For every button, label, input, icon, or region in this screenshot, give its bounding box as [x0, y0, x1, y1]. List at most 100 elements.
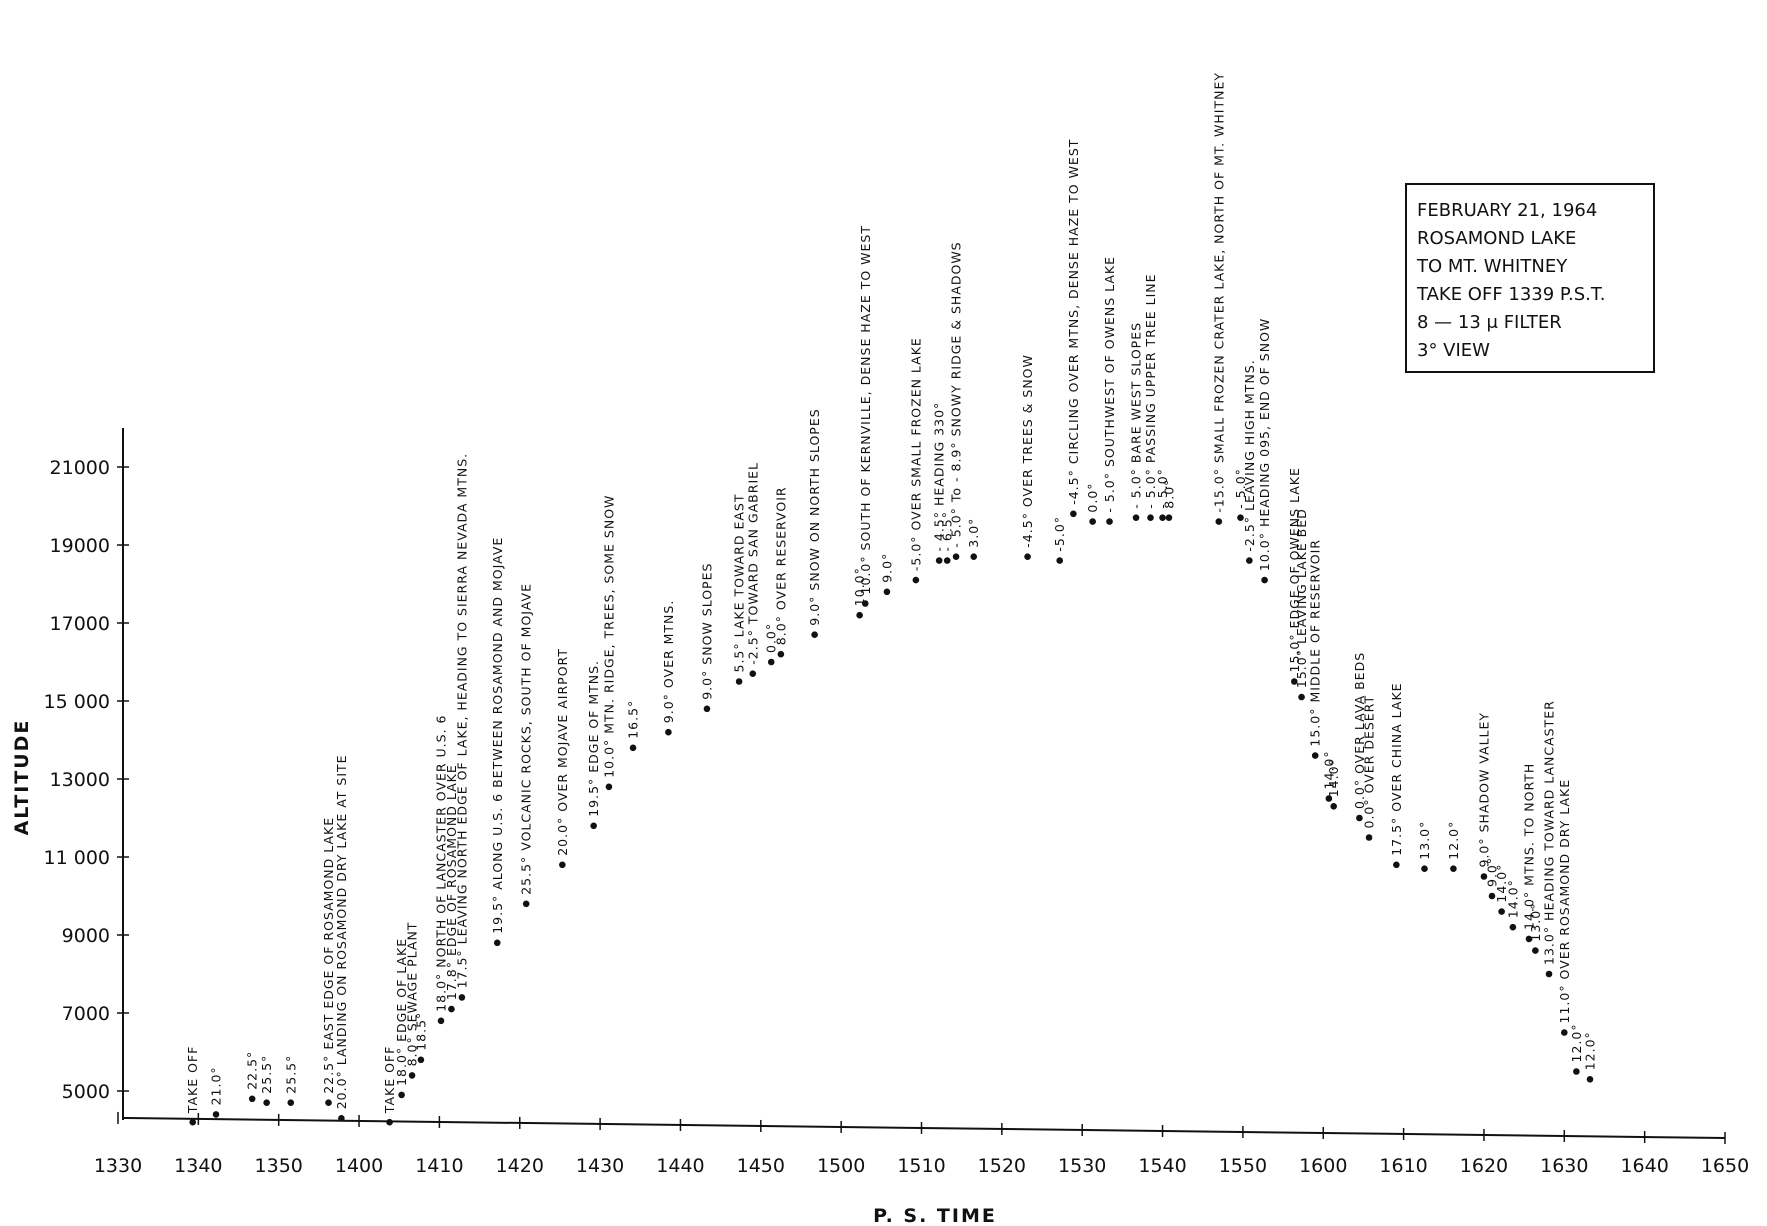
x-tick-label: 1520 — [978, 1155, 1026, 1177]
data-point — [212, 1111, 220, 1118]
point-annotation: - 5.0° — [1233, 468, 1248, 509]
y-tick-label: 17000 — [50, 613, 110, 635]
point-annotation: -15.0° SMALL FROZEN CRATER LAKE, NORTH O… — [1211, 72, 1226, 513]
x-tick-label: 1410 — [415, 1155, 463, 1177]
point-annotation: 12.0° — [1583, 1031, 1598, 1070]
data-point — [338, 1115, 345, 1122]
data-point — [1525, 935, 1533, 943]
data-point — [590, 822, 597, 830]
point-annotation: 14.0° MTNS. TO NORTH — [1521, 763, 1536, 930]
point-annotation: 0.0° OVER DESERT — [1362, 695, 1377, 829]
data-point — [1393, 861, 1400, 869]
data-point — [629, 744, 637, 752]
data-point — [856, 611, 863, 619]
point-annotation: 14.0° — [1321, 750, 1336, 789]
data-point — [248, 1095, 256, 1103]
data-point — [325, 1099, 332, 1106]
x-tick-label: 1530 — [1058, 1155, 1106, 1177]
point-annotation: 9.0° SHADOW VALLEY — [1477, 712, 1492, 868]
legend-line-to: TO MT. WHITNEY — [1417, 256, 1568, 277]
data-point — [559, 861, 566, 869]
x-tick-label: 1400 — [335, 1155, 383, 1177]
point-annotation: 17.5° LEAVING NORTH EDGE OF LAKE, HEADIN… — [454, 453, 469, 989]
data-point — [1421, 865, 1428, 872]
data-point — [970, 553, 978, 560]
data-point — [749, 670, 757, 677]
data-point — [952, 553, 960, 560]
data-point — [1356, 814, 1363, 822]
data-point — [1532, 947, 1539, 954]
x-tick-label: 1500 — [817, 1155, 865, 1177]
legend-line-from: ROSAMOND LAKE — [1417, 228, 1577, 249]
point-annotation: 21.0° — [209, 1066, 224, 1105]
point-annotation: 19.5° ALONG U.S. 6 BETWEEN ROSAMOND AND … — [490, 537, 505, 934]
point-annotation: 9.0° — [1485, 857, 1500, 887]
data-point — [883, 588, 891, 596]
point-annotation: 8.0° OVER RESERVOIR — [773, 486, 788, 645]
data-point — [777, 650, 785, 658]
point-annotation: 15.0° EDGE OF OWENS LAKE — [1287, 467, 1302, 672]
point-annotation: 10.0° MTN. RIDGE, TREES, SOME SNOW — [601, 495, 616, 778]
x-tick-label: 1650 — [1701, 1155, 1749, 1177]
data-point — [811, 631, 818, 638]
data-point — [1330, 803, 1337, 810]
x-tick-label: 1350 — [255, 1155, 303, 1177]
x-tick-label: 1620 — [1460, 1155, 1508, 1177]
y-tick-label: 19000 — [50, 535, 110, 557]
data-point — [1070, 510, 1077, 518]
point-annotation: 17.5° OVER CHINA LAKE — [1389, 682, 1404, 855]
data-point — [605, 783, 613, 791]
point-annotation: 12.0° — [1569, 1023, 1584, 1062]
data-point — [1365, 834, 1373, 841]
point-annotation: TAKE OFF — [185, 1046, 200, 1115]
y-tick-label: 15 000 — [44, 691, 110, 713]
point-annotation: 9.0° OVER MTNS. — [661, 600, 676, 724]
data-point — [935, 557, 943, 564]
data-point — [1291, 678, 1298, 685]
point-annotation: 0.0° OVER LAVA BEDS — [1352, 652, 1367, 809]
point-annotation: -5.0° — [1052, 516, 1067, 552]
point-annotation: -5.0° OVER SMALL FROZEN LAKE — [908, 337, 923, 571]
point-annotation: 5.5° LAKE TOWARD EAST — [732, 494, 747, 673]
data-point — [1056, 557, 1064, 564]
point-annotation: -2.5° TOWARD SAN GABRIEL — [745, 462, 760, 665]
data-point — [1545, 970, 1553, 978]
point-annotation: - 5.0° To - 8.9° SNOWY RIDGE & SHADOWS — [949, 241, 964, 547]
point-annotation: 14.0° — [1326, 758, 1341, 797]
point-annotation: - 6.5° — [940, 511, 955, 552]
point-annotation: 13.0° — [1528, 903, 1543, 942]
data-point — [287, 1099, 295, 1106]
data-point — [1586, 1076, 1594, 1083]
point-annotation: 8.0° — [1162, 479, 1177, 509]
data-point — [703, 705, 711, 713]
point-annotation: - 4.5° HEADING 330° — [932, 402, 947, 552]
x-tick-label: 1430 — [576, 1155, 624, 1177]
data-point — [458, 994, 466, 1001]
data-point — [1488, 892, 1496, 900]
point-annotation: - 5.0° SOUTHWEST OF OWENS LAKE — [1102, 256, 1117, 513]
x-tick-label: 1420 — [496, 1155, 544, 1177]
x-tick-label: 1340 — [174, 1155, 222, 1177]
data-point — [417, 1056, 425, 1064]
point-annotation: 3.0° — [966, 518, 981, 548]
x-tick-label: 1450 — [737, 1155, 785, 1177]
point-annotation: 0.0° — [1085, 482, 1100, 512]
data-point — [1132, 514, 1140, 521]
point-annotation: 0.0° — [764, 623, 779, 653]
data-point — [1311, 752, 1319, 759]
point-annotation: 9.0° SNOW SLOPES — [700, 563, 715, 700]
data-point — [1450, 865, 1457, 872]
x-tick-label: 1330 — [94, 1155, 142, 1177]
point-annotation: 9.0° — [879, 553, 894, 583]
x-tick-label: 1630 — [1540, 1155, 1588, 1177]
legend-line-filter: 8 — 13 μ FILTER — [1417, 312, 1562, 333]
point-annotation: 18.0° NORTH OF LANCASTER OVER U.S. 6 — [434, 715, 449, 1012]
point-annotation: - 5.0° PASSING UPPER TREE LINE — [1143, 273, 1158, 508]
y-tick-label: 11 000 — [44, 847, 110, 869]
point-annotation: 11.0° OVER ROSAMOND DRY LAKE — [1557, 779, 1572, 1024]
data-point — [735, 678, 743, 685]
point-annotation: -4.5° OVER TREES & SNOW — [1020, 354, 1035, 548]
data-point — [1089, 518, 1096, 525]
data-point — [1261, 576, 1268, 584]
